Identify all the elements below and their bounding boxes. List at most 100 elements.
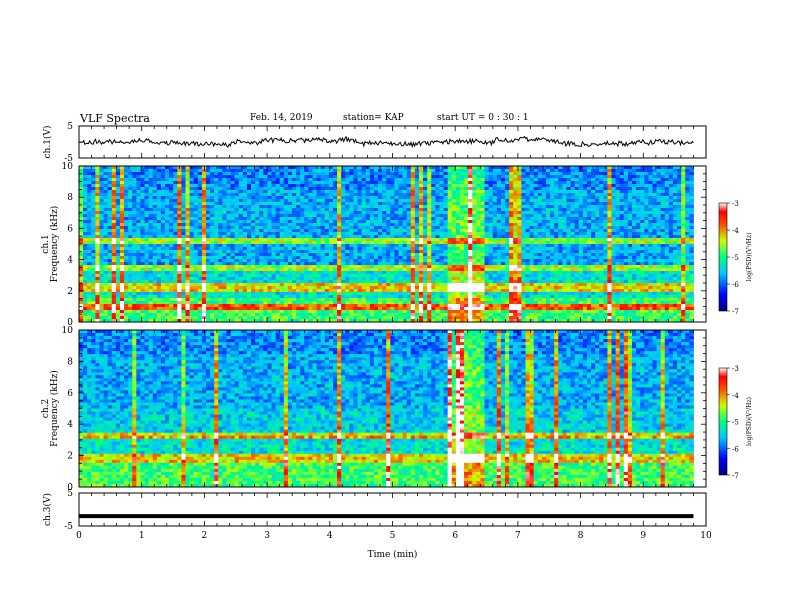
spectrogram-cell	[361, 175, 367, 179]
spectrogram-cell	[402, 307, 408, 311]
spectrogram-cell	[107, 181, 113, 185]
spectrogram-cell	[259, 307, 264, 311]
spectrogram-cell	[279, 241, 285, 245]
spectrogram-cell	[156, 235, 162, 239]
spectrogram-cell	[357, 208, 363, 212]
spectrogram-cell	[79, 232, 84, 236]
spectrogram-cell	[103, 211, 109, 215]
spectrogram-cell	[193, 214, 199, 218]
spectrogram-cell	[361, 247, 367, 251]
spectrogram-cell	[320, 226, 326, 230]
spectrogram-cell	[320, 178, 326, 182]
spectrogram-cell	[152, 208, 158, 212]
spectrogram-cell	[218, 277, 223, 281]
spectrogram-cell	[226, 283, 231, 287]
spectrogram-cell	[107, 256, 113, 260]
spectrogram-cell	[103, 310, 109, 314]
spectrogram-cell	[406, 169, 412, 173]
spectrogram-cell	[332, 277, 338, 281]
spectrogram-cell	[283, 232, 289, 236]
spectrogram-cell	[165, 259, 170, 263]
spectrogram-cell	[341, 289, 346, 293]
spectrogram-cell	[279, 184, 285, 188]
spectrogram-cell	[259, 181, 264, 185]
spectrogram-cell	[349, 238, 354, 242]
spectrogram-cell	[128, 262, 133, 266]
spectrogram-cell	[353, 214, 358, 218]
spectrogram-cell	[410, 256, 416, 260]
spectrogram-cell	[234, 286, 240, 290]
spectrogram-cell	[472, 169, 477, 173]
spectrogram-cell	[214, 307, 219, 311]
spectrogram-cell	[251, 226, 256, 230]
spectrogram-cell	[103, 307, 109, 311]
spectrogram-cell	[230, 292, 236, 296]
spectrogram-cell	[169, 259, 174, 263]
spectrogram-cell	[365, 271, 371, 275]
spectrogram-cell	[304, 247, 309, 251]
spectrogram-cell	[287, 175, 293, 179]
spectrogram-cell	[292, 304, 297, 308]
spectrogram-cell	[414, 271, 420, 275]
spectrogram-cell	[292, 187, 297, 191]
spectrogram-cell	[136, 289, 141, 293]
spectrogram-cell	[140, 193, 145, 197]
spectrogram-cell	[296, 307, 301, 311]
spectrogram-cell	[95, 298, 100, 302]
spectrogram-cell	[439, 214, 444, 218]
spectrogram-cell	[337, 238, 342, 242]
spectrogram-cell	[165, 190, 170, 194]
spectrogram-cell	[91, 265, 96, 269]
spectrogram-cell	[369, 298, 375, 302]
spectrogram-cell	[197, 220, 203, 224]
spectrogram-cell	[435, 241, 440, 245]
spectrogram-cell	[160, 259, 166, 263]
spectrogram-cell	[79, 241, 84, 245]
spectrogram-cell	[300, 175, 305, 179]
spectrogram-cell	[263, 208, 268, 212]
spectrogram-cell	[287, 277, 293, 281]
spectrogram-cell	[406, 271, 412, 275]
spectrogram-cell	[271, 319, 277, 323]
spectrogram-cell	[210, 262, 215, 266]
spectrogram-cell	[79, 262, 84, 266]
spectrogram-cell	[431, 253, 436, 257]
spectrogram-cell	[267, 172, 272, 176]
spectrogram-cell	[435, 313, 440, 317]
spectrogram-cell	[107, 238, 113, 242]
spectrogram-cell	[218, 175, 223, 179]
spectrogram-cell	[435, 208, 440, 212]
spectrogram-cell	[414, 307, 420, 311]
spectrogram-cell	[197, 307, 203, 311]
spectrogram-cell	[234, 196, 240, 200]
spectrogram-cell	[414, 232, 420, 236]
spectrogram-cell	[324, 316, 330, 320]
spectrogram-cell	[87, 292, 92, 296]
spectrogram-cell	[464, 286, 469, 290]
spectrogram-cell	[95, 238, 100, 242]
spectrogram-cell	[128, 247, 133, 251]
spectrogram-cell	[189, 292, 195, 296]
spectrogram-cell	[455, 271, 461, 275]
spectrogram-cell	[95, 214, 100, 218]
spectrogram-cell	[226, 181, 231, 185]
spectrogram-cell	[324, 232, 330, 236]
spectrogram-cell	[201, 190, 207, 194]
spectrogram-cell	[185, 301, 191, 305]
spectrogram-cell	[173, 319, 178, 323]
spectrogram-cell	[373, 211, 379, 215]
spectrogram-cell	[406, 280, 412, 284]
spectrogram-cell	[136, 196, 141, 200]
spectrogram-cell	[378, 250, 383, 254]
spectrogram-cell	[193, 217, 199, 221]
spectrogram-cell	[222, 292, 227, 296]
spectrogram-cell	[181, 238, 186, 242]
spectrogram-cell	[316, 220, 322, 224]
spectrogram-cell	[292, 214, 297, 218]
spectrogram-cell	[156, 223, 162, 227]
spectrogram-cell	[259, 268, 264, 272]
spectrogram-cell	[111, 202, 117, 206]
spectrogram-cell	[292, 166, 297, 170]
spectrogram-cell	[267, 205, 272, 209]
spectrogram-cell	[140, 238, 145, 242]
